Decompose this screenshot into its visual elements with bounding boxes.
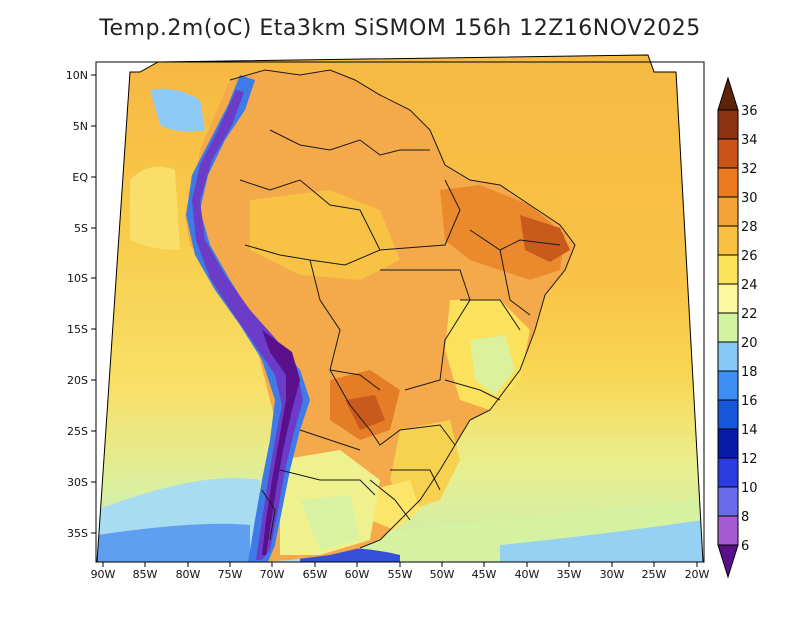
lon-label-80w: 80W xyxy=(176,568,201,581)
colorbar-segment-28-30 xyxy=(718,197,738,226)
lat-label-30s: 30S xyxy=(67,476,88,489)
lat-label-15s: 15S xyxy=(67,323,88,336)
latitude-axis: 10N 5N EQ 5S 10S 15S 20S 25S 30S 35S xyxy=(66,69,96,540)
country-borders xyxy=(229,69,576,549)
lon-label-35w: 35W xyxy=(557,568,582,581)
colorbar-label-24: 24 xyxy=(741,278,758,293)
colorbar-segment-22-24 xyxy=(718,284,738,313)
lon-label-85w: 85W xyxy=(133,568,158,581)
colorbar-label-8: 8 xyxy=(741,510,749,525)
colorbar-segment-10-12 xyxy=(718,458,738,487)
colorbar-segment-6-8 xyxy=(718,516,738,545)
lat-label-10n: 10N xyxy=(66,69,88,82)
colorbar-label-32: 32 xyxy=(741,162,758,177)
colorbar-label-10: 10 xyxy=(741,481,758,496)
colorbar-label-22: 22 xyxy=(741,307,758,322)
lat-label-25s: 25S xyxy=(67,425,88,438)
colorbar-segment-30-32 xyxy=(718,168,738,197)
colorbar-label-18: 18 xyxy=(741,365,758,380)
lat-label-eq: EQ xyxy=(72,171,88,184)
lon-label-55w: 55W xyxy=(388,568,413,581)
colorbar-label-14: 14 xyxy=(741,423,758,438)
lon-label-70w: 70W xyxy=(260,568,285,581)
lat-label-5s: 5S xyxy=(74,222,88,235)
lon-label-50w: 50W xyxy=(430,568,455,581)
lon-label-30w: 30W xyxy=(600,568,625,581)
lat-label-5n: 5N xyxy=(73,120,88,133)
longitude-axis: 90W 85W 80W 75W 70W 65W 60W 55W 50W 45W … xyxy=(91,562,710,581)
colorbar-segment-34-36 xyxy=(718,110,738,139)
colorbar-segment-26-28 xyxy=(718,226,738,255)
colorbar-segment-32-34 xyxy=(718,139,738,168)
lon-label-75w: 75W xyxy=(218,568,243,581)
colorbar-segment-16-18 xyxy=(718,371,738,400)
colorbar-segment-14-16 xyxy=(718,400,738,429)
temperature-field xyxy=(97,55,703,562)
colorbar-segment-8-10 xyxy=(718,487,738,516)
lat-label-35s: 35S xyxy=(67,527,88,540)
map-frame xyxy=(96,54,704,563)
colorbar-over-triangle xyxy=(717,76,739,111)
colorbar: 36 34 32 30 28 26 24 22 20 18 16 14 12 1… xyxy=(717,76,758,579)
colorbar-label-36: 36 xyxy=(741,104,758,119)
colorbar-under-triangle xyxy=(717,544,739,579)
colorbar-segment-18-20 xyxy=(718,342,738,371)
colorbar-label-34: 34 xyxy=(741,133,758,148)
colorbar-label-16: 16 xyxy=(741,394,758,409)
colorbar-label-20: 20 xyxy=(741,336,758,351)
lon-label-65w: 65W xyxy=(303,568,328,581)
colorbar-label-28: 28 xyxy=(741,220,758,235)
lon-label-20w: 20W xyxy=(685,568,710,581)
colorbar-label-30: 30 xyxy=(741,191,758,206)
lon-label-60w: 60W xyxy=(345,568,370,581)
colorbar-label-12: 12 xyxy=(741,452,758,467)
lon-label-40w: 40W xyxy=(515,568,540,581)
lon-label-90w: 90W xyxy=(91,568,116,581)
lon-label-25w: 25W xyxy=(642,568,667,581)
colorbar-label-26: 26 xyxy=(741,249,758,264)
map-title: Temp.2m(oC) Eta3km SiSMOM 156h 12Z16NOV2… xyxy=(99,16,701,41)
colorbar-segment-24-26 xyxy=(718,255,738,284)
colorbar-segment-12-14 xyxy=(718,429,738,458)
lon-label-45w: 45W xyxy=(472,568,497,581)
colorbar-segment-20-22 xyxy=(718,313,738,342)
lat-label-10s: 10S xyxy=(67,272,88,285)
colorbar-label-6: 6 xyxy=(741,539,749,554)
lat-label-20s: 20S xyxy=(67,374,88,387)
